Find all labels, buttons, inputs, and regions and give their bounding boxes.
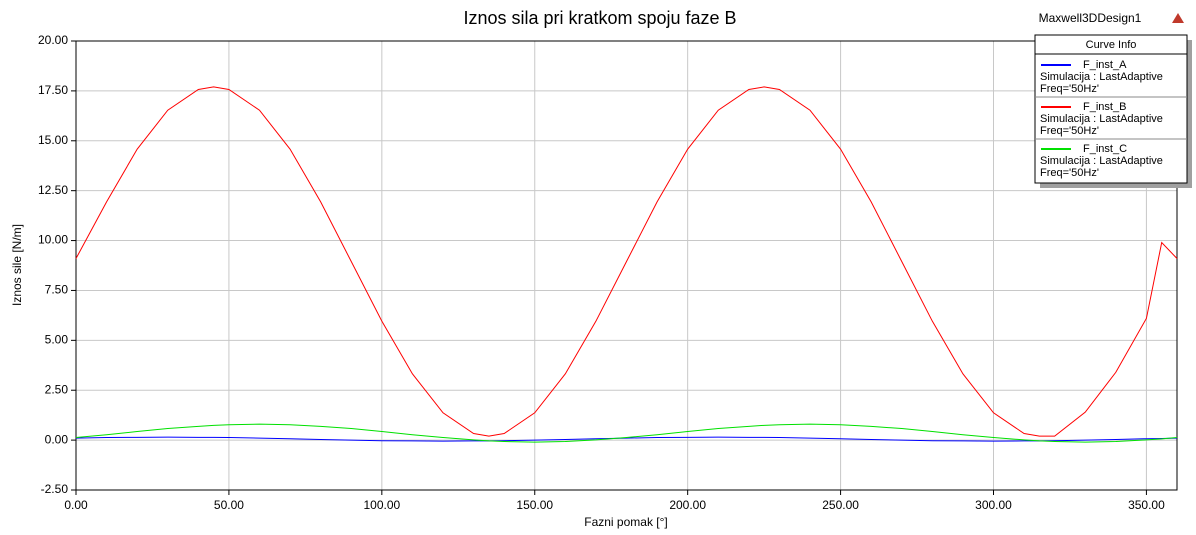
x-axis-label: Fazni pomak [°] — [584, 515, 668, 529]
x-tick-label: 0.00 — [64, 498, 88, 512]
x-tick-label: 50.00 — [214, 498, 244, 512]
legend-label: F_inst_A — [1083, 59, 1127, 71]
x-tick-label: 300.00 — [975, 498, 1012, 512]
y-tick-label: 20.00 — [38, 33, 68, 47]
plot-frame — [75, 40, 1178, 491]
x-tick-label: 200.00 — [669, 498, 706, 512]
legend-freq: Freq='50Hz' — [1040, 167, 1099, 179]
legend-label: F_inst_C — [1083, 143, 1127, 155]
legend-freq: Freq='50Hz' — [1040, 125, 1099, 137]
y-tick-label: 10.00 — [38, 233, 68, 247]
design-name: Maxwell3DDesign1 — [1039, 11, 1142, 25]
legend-freq: Freq='50Hz' — [1040, 83, 1099, 95]
x-tick-label: 100.00 — [363, 498, 400, 512]
x-tick-label: 350.00 — [1128, 498, 1165, 512]
x-tick-label: 250.00 — [822, 498, 859, 512]
design-icon — [1172, 13, 1184, 23]
y-tick-label: 7.50 — [45, 283, 69, 297]
y-tick-label: 0.00 — [45, 432, 69, 446]
plot-area — [76, 41, 1177, 490]
y-tick-label: 5.00 — [45, 333, 69, 347]
legend-setup: Simulacija : LastAdaptive — [1040, 71, 1163, 83]
y-axis-label: Iznos sile [N/m] — [10, 224, 24, 306]
y-tick-label: -2.50 — [41, 482, 69, 496]
legend-setup: Simulacija : LastAdaptive — [1040, 155, 1163, 167]
y-tick-label: 12.50 — [38, 183, 68, 197]
chart-title: Iznos sila pri kratkom spoju faze B — [463, 8, 736, 28]
y-tick-label: 17.50 — [38, 83, 68, 97]
legend-box — [1034, 34, 1188, 184]
legend-setup: Simulacija : LastAdaptive — [1040, 113, 1163, 125]
y-tick-label: 2.50 — [45, 382, 69, 396]
legend-label: F_inst_B — [1083, 101, 1126, 113]
data-line — [75, 423, 1178, 443]
x-tick-label: 150.00 — [516, 498, 553, 512]
data-line — [75, 436, 1178, 442]
y-tick-label: 15.00 — [38, 133, 68, 147]
data-line — [75, 86, 1178, 437]
legend-title: Curve Info — [1086, 39, 1137, 51]
